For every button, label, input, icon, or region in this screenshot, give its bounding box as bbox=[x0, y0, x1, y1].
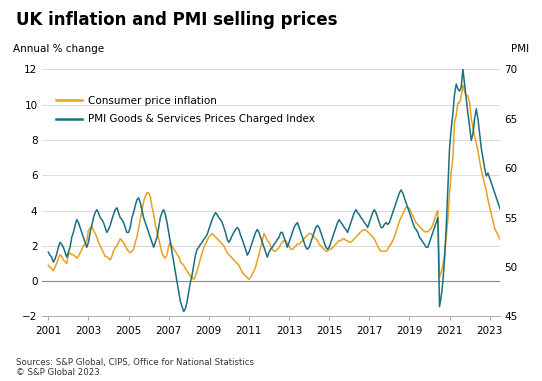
Text: UK inflation and PMI selling prices: UK inflation and PMI selling prices bbox=[16, 11, 338, 29]
Legend: Consumer price inflation, PMI Goods & Services Prices Charged Index: Consumer price inflation, PMI Goods & Se… bbox=[52, 92, 319, 128]
Text: Sources: S&P Global, CIPS, Office for National Statistics
© S&P Global 2023.: Sources: S&P Global, CIPS, Office for Na… bbox=[16, 358, 254, 377]
Text: PMI: PMI bbox=[511, 45, 530, 54]
Text: Annual % change: Annual % change bbox=[12, 45, 104, 54]
